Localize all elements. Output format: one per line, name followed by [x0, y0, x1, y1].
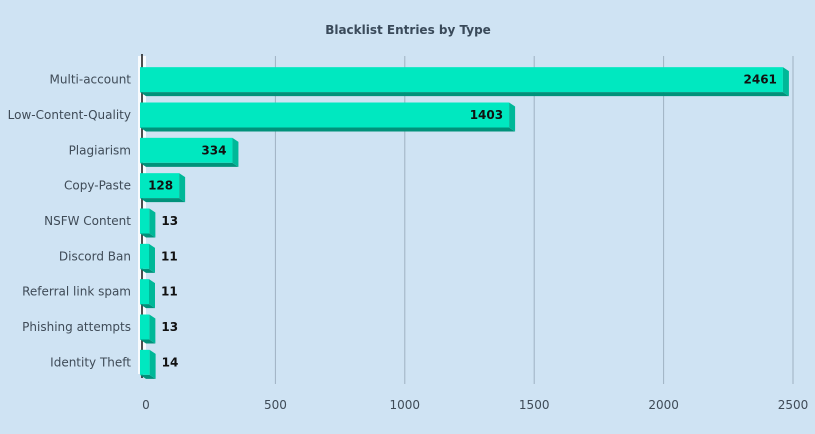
- category-label: Phishing attempts: [22, 320, 131, 334]
- bar-front: [140, 137, 233, 163]
- bar: [140, 173, 186, 203]
- x-tick-labels: 0 500 1000 1500 2000 2500: [142, 398, 808, 412]
- bar-front: [140, 314, 150, 340]
- bar-side: [782, 67, 789, 97]
- bar-side: [149, 243, 155, 273]
- x-tick-label: 0: [142, 398, 150, 412]
- category-labels: Multi-account Low-Content-Quality Plagiari…: [8, 73, 132, 370]
- category-label: Copy-Paste: [64, 179, 131, 193]
- value-label: 14: [162, 355, 179, 369]
- x-tick-label: 1500: [519, 398, 550, 412]
- value-label: 11: [161, 249, 178, 263]
- value-label: 128: [148, 179, 173, 193]
- category-label: Referral link spam: [22, 285, 131, 299]
- bar: [140, 314, 156, 344]
- value-label: 1403: [470, 108, 503, 122]
- bar-front: [140, 349, 150, 375]
- bar-side: [232, 137, 239, 167]
- bar-front: [140, 208, 150, 234]
- category-label: NSFW Content: [44, 214, 131, 228]
- bar-side: [149, 279, 155, 309]
- bar: [140, 102, 516, 132]
- bar-bottom: [140, 304, 155, 309]
- bar-bottom: [140, 339, 156, 344]
- bar-side: [509, 102, 516, 132]
- x-tick-label: 2000: [648, 398, 679, 412]
- bar: [140, 279, 155, 309]
- category-label: Multi-account: [50, 73, 132, 87]
- bar-bottom: [140, 92, 789, 97]
- bar-bottom: [140, 198, 186, 203]
- bar-front: [140, 279, 149, 305]
- bar-side: [149, 314, 156, 344]
- bar: [140, 67, 789, 97]
- bar-front: [140, 173, 180, 199]
- bar-side: [149, 349, 156, 379]
- bar-bottom: [140, 233, 156, 238]
- bar-bottom: [140, 162, 239, 167]
- bar-front: [140, 102, 510, 128]
- category-label: Low-Content-Quality: [8, 108, 131, 122]
- category-label: Plagiarism: [69, 143, 131, 157]
- value-labels: 2461 1403 334 128 13 11 11 13 14: [148, 73, 777, 370]
- bar-front: [140, 67, 783, 93]
- bar-bottom: [140, 127, 516, 132]
- x-tick-label: 500: [264, 398, 287, 412]
- bar-side: [179, 173, 186, 203]
- bar-bottom: [140, 268, 155, 273]
- bar: [140, 349, 156, 379]
- bar-side: [149, 208, 156, 238]
- bars: [140, 67, 789, 379]
- bar: [140, 208, 156, 238]
- value-label: 11: [161, 285, 178, 299]
- x-tick-label: 2500: [778, 398, 809, 412]
- bar: [140, 137, 239, 167]
- value-label: 334: [201, 143, 226, 157]
- value-label: 2461: [744, 73, 777, 87]
- category-label: Identity Theft: [50, 355, 131, 369]
- category-label: Discord Ban: [59, 249, 131, 263]
- bar: [140, 243, 155, 273]
- bar-bottom: [140, 374, 156, 379]
- x-tick-label: 1000: [390, 398, 421, 412]
- chart-title: Blacklist Entries by Type: [325, 23, 491, 37]
- value-label: 13: [161, 214, 178, 228]
- value-label: 13: [161, 320, 178, 334]
- bar-front: [140, 243, 149, 269]
